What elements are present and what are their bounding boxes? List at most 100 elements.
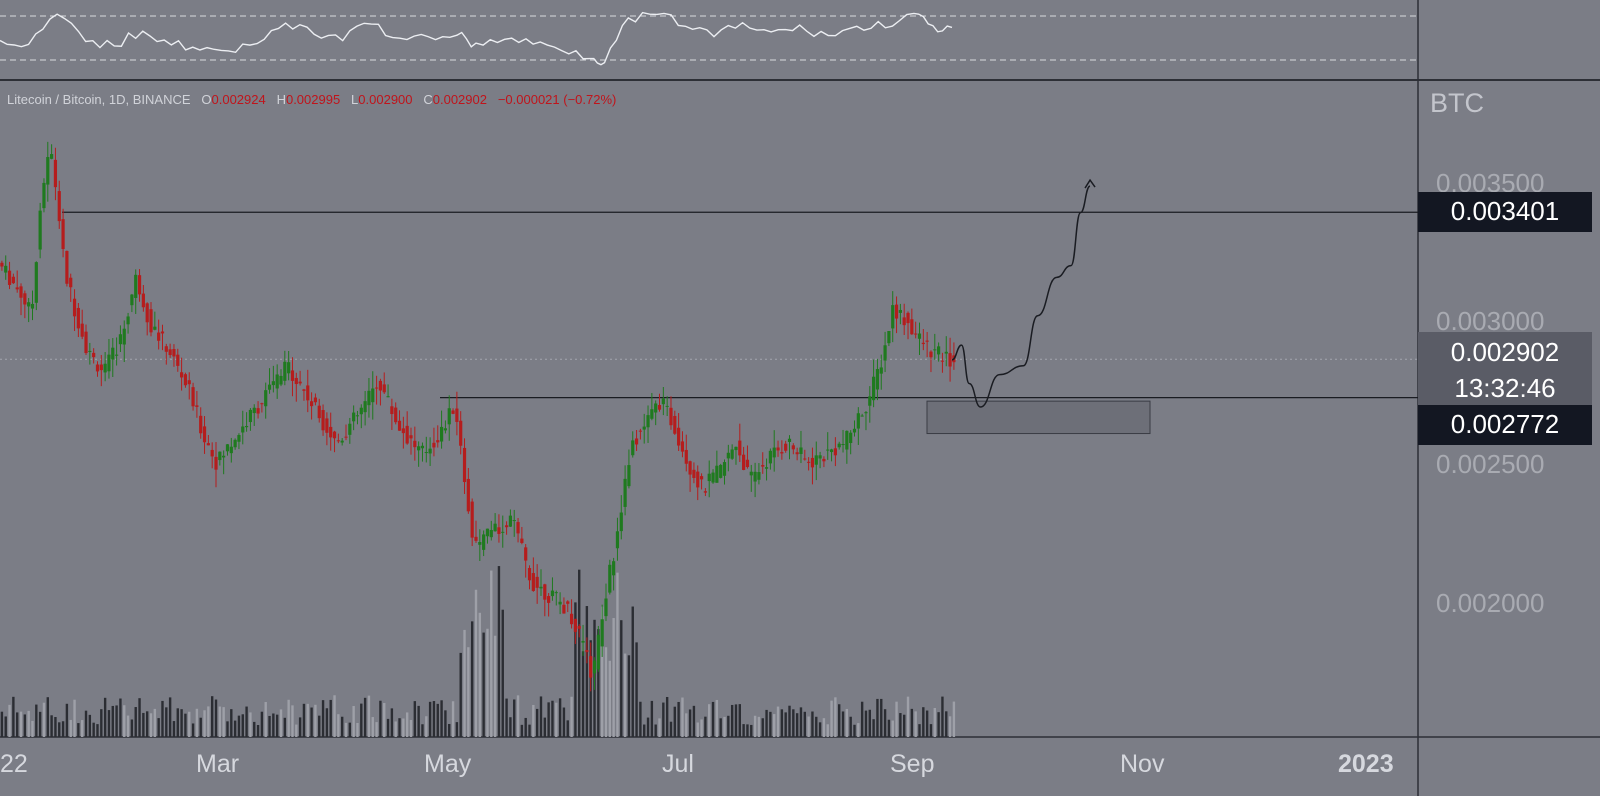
candle-body (145, 303, 149, 323)
candle-body (512, 520, 516, 522)
volume-bar (398, 718, 401, 737)
time-tick: 2023 (1338, 750, 1394, 778)
candle (244, 412, 249, 432)
volume-bar (727, 715, 730, 737)
candle-body (126, 316, 130, 325)
candle (761, 452, 765, 474)
volume-bar (440, 700, 443, 737)
candle (386, 384, 390, 398)
candle-body (738, 440, 742, 456)
candle-body (860, 415, 864, 417)
candle-body (761, 465, 765, 467)
volume-bar (31, 720, 34, 737)
volume-bar (203, 710, 206, 737)
candle (833, 437, 837, 467)
volume-bar (249, 712, 252, 737)
volume-bar (8, 704, 11, 737)
candle (680, 431, 685, 458)
candle (405, 411, 409, 445)
candle (596, 625, 600, 672)
candle (42, 178, 46, 213)
candle-body (776, 447, 780, 451)
candle-body (313, 397, 318, 403)
candle-body (547, 596, 551, 603)
candlesticks (0, 141, 956, 692)
candle (784, 440, 788, 453)
candle (283, 350, 287, 386)
volume-bar (119, 698, 122, 737)
candle-body (134, 274, 138, 298)
candle-body (665, 405, 669, 407)
support-zone-box[interactable] (926, 400, 1151, 435)
volume-bar (948, 716, 952, 737)
candle-body (57, 191, 61, 222)
candle-body (367, 390, 371, 406)
volume-bar (463, 629, 466, 737)
volume-bar (42, 702, 46, 737)
candle-body (459, 420, 463, 446)
volume-bar (849, 716, 852, 737)
candle (222, 450, 226, 475)
candle-body (757, 472, 761, 480)
volume-bar (681, 697, 684, 737)
volume-bar (803, 711, 806, 737)
candle (550, 577, 555, 601)
candle (944, 336, 948, 367)
projection-drawing[interactable] (951, 178, 1096, 408)
candle (474, 520, 478, 543)
volume-bar (295, 724, 298, 737)
candle (225, 444, 230, 456)
candle (470, 498, 474, 547)
candle-body (868, 396, 872, 406)
volume-bar (455, 722, 459, 737)
volume-bar (84, 710, 88, 737)
candle-body (845, 430, 849, 450)
volume-bar (635, 642, 638, 737)
candle-body (241, 426, 245, 433)
candle (814, 441, 818, 481)
candle-body (937, 346, 941, 355)
candle-body (95, 364, 100, 372)
candle-body (852, 428, 857, 433)
candle-body (405, 425, 409, 444)
candle (860, 413, 864, 417)
support-price-tag: 0.002772 (1418, 405, 1592, 445)
candle (569, 599, 574, 629)
candle (61, 208, 65, 258)
candle (818, 451, 822, 469)
candle (852, 420, 857, 437)
volume-bar (195, 708, 199, 737)
candle (367, 377, 371, 418)
candle-body (849, 432, 853, 444)
volume-bar (876, 698, 879, 737)
candle-body (352, 412, 356, 422)
candle (948, 337, 952, 382)
volume-bar (287, 699, 290, 737)
volume-bar (581, 651, 585, 737)
volume-bar (107, 710, 111, 737)
candle (799, 430, 803, 464)
candle-body (566, 601, 570, 604)
candle-body (604, 598, 608, 617)
volume-bar (413, 701, 417, 737)
volume-bar (734, 704, 738, 737)
volume-bar (371, 717, 374, 737)
volume-bar (379, 700, 382, 737)
time-tick: Nov (1120, 750, 1165, 778)
candle (19, 283, 23, 316)
volume-bar (226, 721, 229, 737)
candle (642, 413, 646, 444)
volume-bar (46, 697, 49, 737)
volume-bar (937, 712, 940, 737)
candle (764, 458, 769, 481)
volume-bar (383, 703, 386, 737)
candle (910, 308, 914, 335)
candle-body (661, 398, 665, 405)
candle-body (61, 219, 65, 250)
candle (141, 285, 145, 312)
volume-bar (925, 710, 929, 737)
volume-bar (27, 710, 30, 737)
price-tick: 0.003000 (1436, 306, 1545, 336)
volume-bar (891, 720, 894, 737)
